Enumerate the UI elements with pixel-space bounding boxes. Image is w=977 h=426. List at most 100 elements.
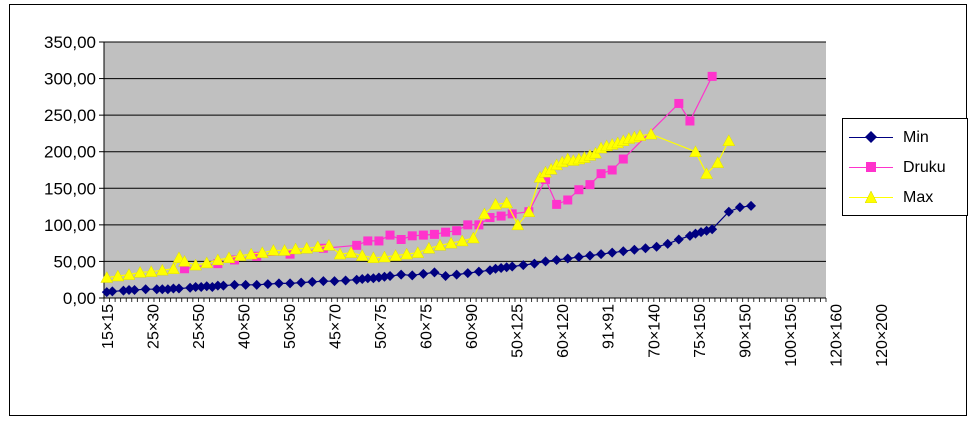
data-point bbox=[418, 230, 428, 240]
data-point bbox=[333, 247, 347, 260]
data-point bbox=[329, 276, 340, 287]
legend: Min Druku Max bbox=[842, 118, 968, 216]
data-point bbox=[723, 206, 734, 217]
data-point bbox=[407, 270, 418, 281]
y-tick-label: 200,00 bbox=[44, 143, 96, 162]
data-point bbox=[463, 220, 473, 230]
x-tick-label: 50×125 bbox=[510, 304, 527, 358]
data-point bbox=[374, 236, 384, 246]
data-point bbox=[178, 255, 191, 267]
data-point bbox=[478, 207, 491, 220]
data-point bbox=[111, 269, 125, 282]
data-point bbox=[307, 276, 318, 287]
data-point bbox=[722, 134, 736, 146]
data-point bbox=[418, 268, 429, 279]
data-point bbox=[596, 249, 607, 260]
data-point bbox=[707, 224, 718, 235]
data-point bbox=[385, 271, 396, 282]
legend-item-max: Max bbox=[843, 183, 967, 213]
data-point bbox=[473, 266, 484, 277]
data-point bbox=[574, 185, 584, 195]
legend-label: Druku bbox=[903, 159, 946, 176]
data-point bbox=[585, 180, 595, 190]
x-tick-label: 40×50 bbox=[236, 304, 253, 349]
data-point bbox=[433, 238, 447, 251]
data-point bbox=[252, 251, 262, 261]
data-point bbox=[222, 251, 236, 263]
data-point bbox=[344, 246, 358, 258]
data-point bbox=[452, 226, 462, 236]
data-point bbox=[211, 253, 225, 266]
x-tick-label: 70×140 bbox=[646, 304, 663, 358]
data-point bbox=[584, 250, 595, 261]
data-point bbox=[151, 284, 162, 295]
data-point bbox=[573, 252, 584, 263]
data-point bbox=[618, 154, 628, 164]
data-point bbox=[607, 247, 618, 258]
data-point bbox=[144, 265, 158, 277]
data-point bbox=[746, 200, 757, 211]
x-axis-ticks: 15×15 25×30 25×50 40×50 50×50 45×70 50×75 60×75… bbox=[100, 298, 891, 367]
data-point bbox=[700, 167, 713, 179]
data-point bbox=[711, 156, 725, 168]
data-point bbox=[133, 265, 147, 278]
data-point bbox=[411, 246, 425, 258]
data-point bbox=[407, 231, 417, 241]
data-point bbox=[167, 262, 180, 274]
y-tick-label: 350,00 bbox=[44, 33, 96, 52]
data-point bbox=[251, 279, 262, 290]
data-point bbox=[262, 279, 273, 290]
data-point bbox=[122, 268, 136, 280]
data-point bbox=[629, 244, 640, 255]
data-point bbox=[129, 284, 140, 295]
x-tick-label: 120×200 bbox=[874, 304, 891, 367]
data-point bbox=[363, 236, 373, 246]
data-point bbox=[311, 240, 325, 253]
data-point bbox=[229, 279, 240, 290]
series-max bbox=[100, 127, 736, 283]
data-point bbox=[552, 199, 562, 209]
data-point bbox=[662, 238, 673, 249]
data-point bbox=[300, 241, 314, 254]
data-point bbox=[396, 269, 407, 280]
data-point bbox=[385, 230, 395, 240]
data-point bbox=[640, 243, 651, 254]
x-tick-label: 75×150 bbox=[692, 304, 709, 358]
data-point bbox=[485, 213, 495, 223]
data-point bbox=[596, 169, 606, 179]
data-point bbox=[189, 258, 202, 271]
data-point bbox=[340, 275, 351, 286]
data-point bbox=[429, 229, 439, 239]
data-point bbox=[633, 129, 647, 141]
data-point bbox=[278, 244, 291, 256]
y-tick-label: 150,00 bbox=[44, 179, 96, 198]
x-tick-label: 90×150 bbox=[737, 304, 754, 358]
data-point bbox=[441, 227, 451, 237]
data-point bbox=[551, 254, 562, 265]
x-tick-label: 25×50 bbox=[191, 304, 208, 349]
x-tick-label: 120×160 bbox=[828, 304, 845, 367]
data-point bbox=[322, 238, 336, 251]
data-point bbox=[107, 286, 118, 297]
data-point bbox=[123, 284, 134, 295]
series-min bbox=[101, 200, 757, 298]
data-point bbox=[466, 231, 480, 244]
data-point bbox=[540, 256, 551, 267]
data-point bbox=[352, 240, 362, 250]
data-point bbox=[173, 283, 184, 294]
diamond-marker-icon bbox=[865, 131, 877, 143]
legend-label: Min bbox=[903, 129, 929, 146]
triangle-marker-icon bbox=[865, 191, 877, 203]
plot-background bbox=[104, 42, 826, 298]
x-tick-label: 60×75 bbox=[419, 304, 436, 349]
data-point bbox=[455, 234, 469, 247]
data-point bbox=[218, 280, 229, 291]
data-point bbox=[140, 284, 151, 295]
x-tick-label: 15×15 bbox=[100, 304, 117, 349]
legend-item-druku: Druku bbox=[843, 153, 967, 183]
data-point bbox=[707, 71, 717, 81]
data-point bbox=[689, 145, 702, 157]
data-point bbox=[157, 284, 168, 295]
y-tick-label: 0,00 bbox=[63, 289, 96, 308]
data-point bbox=[244, 247, 258, 260]
